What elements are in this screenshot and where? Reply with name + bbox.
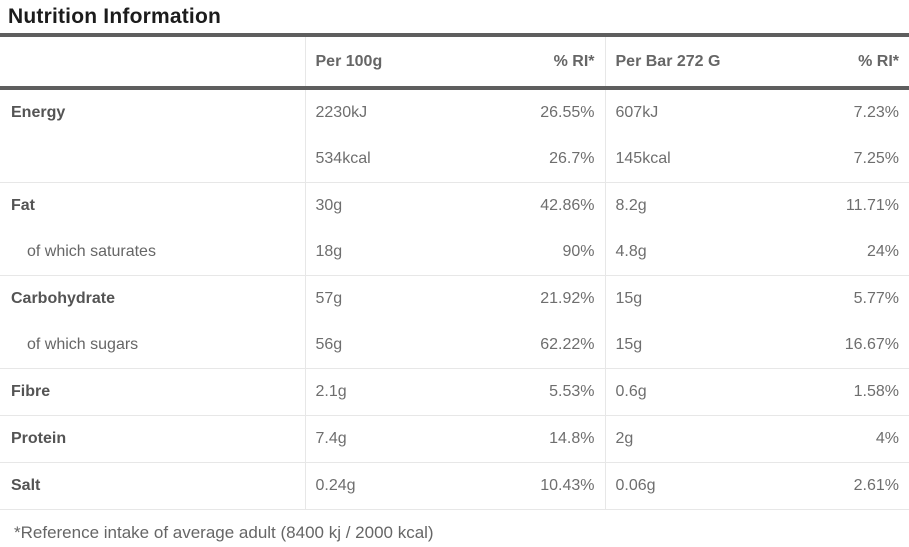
value-per-100g: 18g [304,229,455,276]
nutrient-label: Protein [0,415,305,463]
table-row-protein: Protein 7.4g 14.8% 2g 4% [0,415,909,463]
value-per-100g: 30g [304,182,455,229]
table-row-salt: Salt 0.24g 10.43% 0.06g 2.61% [0,462,909,510]
value-per-100g: 534kcal [304,136,455,183]
table-row-saturates: of which saturates 18g 90% 4.8g 24% [0,229,909,276]
value-ri-bar: 7.25% [853,150,899,167]
value-per-bar: 8.2g [604,182,757,229]
nutrient-sub-label: of which sugars [27,336,139,353]
nutrient-sub-label: of which saturates [27,243,156,260]
value-per-100g: 0.24g [304,462,455,510]
column-header-ri-bar: % RI* [757,33,909,90]
table-row-carbohydrate: Carbohydrate 57g 21.92% 15g 5.77% [0,275,909,322]
column-header-per-bar: Per Bar 272 G [604,33,757,90]
value-per-100g: 56g [304,322,455,369]
value-ri-bar: 11.71% [757,182,909,229]
header-row: Per 100g % RI* Per Bar 272 G % RI* [0,33,909,90]
value-ri-bar: 2.61% [757,462,909,510]
table-row-fat: Fat 30g 42.86% 8.2g 11.71% [0,182,909,229]
value-per-bar: 0.6g [604,368,757,416]
value-per-bar: 145kcal [604,136,757,183]
value-ri-bar: 16.67% [844,336,899,353]
table-row-sugars: of which sugars 56g 62.22% 15g 16.67% [0,322,909,369]
page-title: Nutrition Information [8,5,222,28]
value-ri-100g: 90% [562,243,595,260]
table-header: Per 100g % RI* Per Bar 272 G % RI* [0,33,909,90]
value-per-100g: 57g [304,275,455,322]
table-row-energy-kj: Energy 2230kJ 26.55% 607kJ 7.23% [0,88,909,136]
value-ri-bar: 5.77% [757,275,909,322]
value-ri-100g: 10.43% [455,462,605,510]
value-ri-100g: 21.92% [455,275,605,322]
value-ri-bar: 24% [866,243,899,260]
value-ri-100g: 14.8% [455,415,605,463]
value-ri-100g: 62.22% [540,336,595,353]
table-row-energy-kcal: 534kcal 26.7% 145kcal 7.25% [0,136,909,183]
value-ri-100g: 42.86% [455,182,605,229]
nutrient-label: Fibre [0,368,305,416]
table-row-fibre: Fibre 2.1g 5.53% 0.6g 1.58% [0,368,909,416]
nutrient-label: Energy [11,104,66,121]
nutrient-label: Carbohydrate [0,275,305,322]
value-per-100g: 7.4g [304,415,455,463]
nutrient-label: Fat [0,182,305,229]
value-ri-bar: 4% [757,415,909,463]
value-ri-bar: 1.58% [757,368,909,416]
value-ri-100g: 5.53% [455,368,605,416]
value-ri-bar: 7.23% [853,104,899,121]
column-header-per-100g: Per 100g [304,33,455,90]
reference-footnote: *Reference intake of average adult (8400… [14,523,434,542]
value-per-bar: 0.06g [604,462,757,510]
nutrition-table: Per 100g % RI* Per Bar 272 G % RI* Energ… [0,33,909,510]
value-per-bar: 15g [604,275,757,322]
value-per-bar: 2g [604,415,757,463]
column-header-ri-100g: % RI* [455,33,605,90]
value-per-bar: 607kJ [604,88,757,136]
column-header-nutrient [0,33,305,90]
value-per-100g: 2230kJ [304,88,455,136]
table-body: Energy 2230kJ 26.55% 607kJ 7.23% 534kcal… [0,88,909,510]
value-per-bar: 15g [604,322,757,369]
nutrient-label [0,136,305,183]
value-per-100g: 2.1g [304,368,455,416]
value-per-bar: 4.8g [604,229,757,276]
value-ri-100g: 26.7% [549,150,595,167]
nutrient-label: Salt [0,462,305,510]
value-ri-100g: 26.55% [540,104,595,121]
